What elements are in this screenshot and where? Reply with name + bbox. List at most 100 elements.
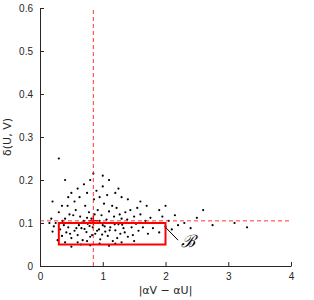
point xyxy=(85,231,87,233)
y-axis-title: δ(U, V) xyxy=(1,118,14,156)
point xyxy=(70,237,72,239)
point xyxy=(127,236,129,238)
x-axis: 01234 xyxy=(38,262,295,282)
annotation-pointer xyxy=(166,227,179,240)
point xyxy=(73,230,75,232)
point xyxy=(108,179,110,181)
point xyxy=(139,213,141,215)
point xyxy=(77,188,79,190)
point xyxy=(120,218,122,220)
tick: 0.1 xyxy=(19,218,44,229)
tick-mark xyxy=(40,223,44,224)
point xyxy=(101,234,103,236)
point xyxy=(64,218,66,220)
point xyxy=(107,235,109,237)
point xyxy=(120,241,122,243)
point xyxy=(96,230,98,232)
point xyxy=(174,214,176,216)
tick-label: 0 xyxy=(38,271,44,282)
point xyxy=(77,241,79,243)
point xyxy=(80,227,82,229)
tick-label: 0.3 xyxy=(19,132,33,143)
region-box xyxy=(59,223,166,245)
point xyxy=(158,209,160,211)
tick: 0.3 xyxy=(19,132,44,143)
point xyxy=(53,225,55,227)
point xyxy=(79,215,81,217)
series xyxy=(48,157,248,247)
point xyxy=(61,205,63,207)
tick-mark xyxy=(40,8,44,9)
point xyxy=(86,192,88,194)
point xyxy=(77,234,79,236)
tick-mark xyxy=(40,94,44,95)
point xyxy=(161,215,163,217)
point xyxy=(152,227,154,229)
point xyxy=(190,227,192,229)
tick: 2 xyxy=(163,262,169,282)
point xyxy=(50,218,52,220)
point xyxy=(99,238,101,240)
point xyxy=(70,246,72,248)
point xyxy=(131,226,133,228)
point xyxy=(72,214,74,216)
axis-line xyxy=(41,266,292,267)
point xyxy=(149,217,151,219)
point xyxy=(83,228,85,230)
tick-label: 0.6 xyxy=(19,3,33,14)
tick-mark xyxy=(228,262,229,266)
point xyxy=(202,209,204,211)
point xyxy=(91,234,93,236)
point xyxy=(51,231,53,233)
reference-line xyxy=(40,220,291,221)
point xyxy=(97,209,99,211)
tick-label: 0.2 xyxy=(19,175,33,186)
point xyxy=(196,217,198,219)
point xyxy=(93,213,95,215)
point xyxy=(133,215,135,217)
point xyxy=(83,183,85,185)
point xyxy=(94,233,96,235)
point xyxy=(136,207,138,209)
point xyxy=(67,226,69,228)
point xyxy=(73,200,75,202)
tick-label: 0.1 xyxy=(19,218,33,229)
point xyxy=(86,240,88,242)
point xyxy=(147,233,149,235)
annotation-label: ℬ xyxy=(181,231,198,251)
tick: 0 xyxy=(27,261,44,272)
tick-label: 0 xyxy=(27,261,33,272)
point xyxy=(104,231,106,233)
point xyxy=(158,231,160,233)
tick-mark xyxy=(40,180,44,181)
tick-label: 2 xyxy=(163,271,169,282)
point xyxy=(114,229,116,231)
point xyxy=(48,222,50,224)
point xyxy=(233,222,235,224)
point xyxy=(78,196,80,198)
point xyxy=(89,236,91,238)
point xyxy=(114,192,116,194)
point xyxy=(75,227,77,229)
point xyxy=(129,209,131,211)
point xyxy=(120,196,122,198)
point xyxy=(84,205,86,207)
tick-mark xyxy=(103,262,104,266)
tick: 0.4 xyxy=(19,89,44,100)
point xyxy=(103,203,105,205)
point xyxy=(108,210,110,212)
tick-label: 0.4 xyxy=(19,89,33,100)
point xyxy=(111,205,113,207)
point xyxy=(105,218,107,220)
point xyxy=(64,241,66,243)
point xyxy=(75,209,77,211)
point xyxy=(122,227,124,229)
tick-label: 1 xyxy=(100,271,106,282)
point xyxy=(98,228,100,230)
point xyxy=(211,224,213,226)
point xyxy=(183,222,185,224)
tick: 0.2 xyxy=(19,175,44,186)
tick-label: 4 xyxy=(289,271,295,282)
point xyxy=(133,240,135,242)
point xyxy=(164,205,166,207)
